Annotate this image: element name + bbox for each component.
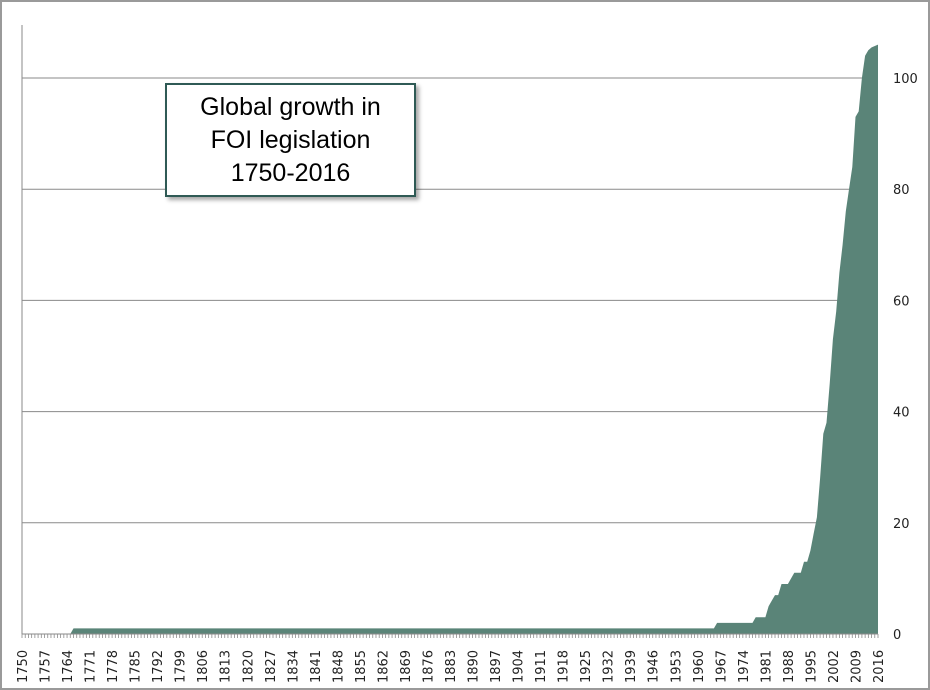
- x-tick-label: 1813: [219, 650, 234, 683]
- x-tick-label: 1981: [759, 650, 774, 683]
- x-tick-label: 1925: [579, 650, 594, 683]
- x-tick-label: 1855: [354, 650, 369, 683]
- x-tick-label: 1764: [61, 650, 76, 683]
- chart-title-line: 1750-2016: [230, 158, 351, 187]
- x-tick-label: 1890: [467, 650, 482, 683]
- x-tick-label: 1897: [489, 650, 504, 683]
- y-tick-label: 100: [893, 72, 918, 87]
- x-tick-label: 1876: [421, 650, 436, 683]
- x-tick-label: 1771: [84, 650, 99, 683]
- x-tick-label: 1911: [534, 650, 549, 683]
- y-tick-label: 20: [893, 517, 910, 532]
- x-tick-label: 1953: [669, 650, 684, 683]
- x-tick-label: 1841: [309, 650, 324, 683]
- chart-title-line: FOI legislation: [210, 125, 371, 154]
- x-tick-label: 1799: [174, 650, 189, 683]
- x-tick-label: 1820: [241, 650, 256, 683]
- x-tick-label: 2002: [827, 650, 842, 683]
- y-tick-label: 40: [893, 406, 910, 421]
- x-tick-label: 1785: [129, 650, 144, 683]
- x-tick-label: 1778: [106, 650, 121, 683]
- x-tick-label: 1757: [39, 650, 54, 683]
- area-series: [22, 44, 878, 635]
- chart-title-box: Global growth in FOI legislation 1750-20…: [165, 83, 416, 197]
- x-tick-label: 1974: [737, 650, 752, 683]
- x-tick-label: 1995: [804, 650, 819, 683]
- x-tick-label: 1939: [624, 650, 639, 683]
- x-tick-label: 1827: [264, 650, 279, 683]
- x-tick-label: 1932: [602, 650, 617, 683]
- y-tick-label: 60: [893, 294, 910, 309]
- x-tick-label: 1848: [331, 650, 346, 683]
- x-tick-label: 1904: [512, 650, 527, 683]
- y-tick-label: 80: [893, 183, 910, 198]
- x-tick-label: 1960: [692, 650, 707, 683]
- x-tick-label: 1967: [714, 650, 729, 683]
- x-tick-label: 1834: [286, 650, 301, 683]
- x-tick-label: 1750: [16, 650, 31, 683]
- x-tick-label: 1862: [376, 650, 391, 683]
- x-tick-label: 2009: [849, 650, 864, 683]
- x-tick-label: 2016: [872, 650, 887, 683]
- chart-title-line: Global growth in: [200, 92, 381, 121]
- x-tick-label: 1883: [444, 650, 459, 683]
- x-tick-label: 1792: [151, 650, 166, 683]
- y-tick-label: 0: [893, 628, 901, 643]
- x-tick-label: 1988: [782, 650, 797, 683]
- x-tick-label: 1869: [399, 650, 414, 683]
- x-tick-label: 1946: [647, 650, 662, 683]
- x-tick-label: 1918: [557, 650, 572, 683]
- x-tick-label: 1806: [196, 650, 211, 683]
